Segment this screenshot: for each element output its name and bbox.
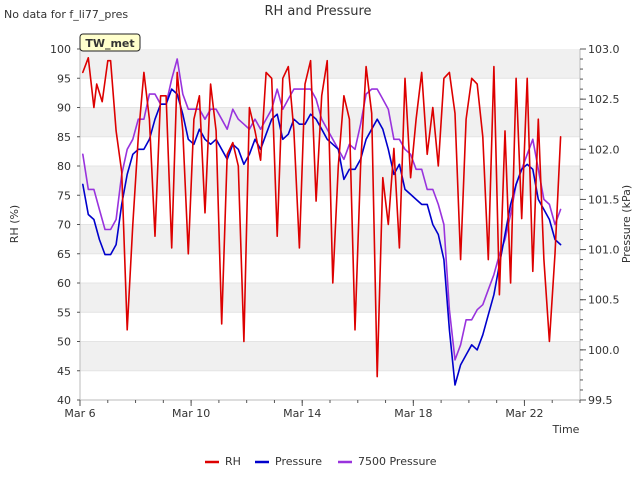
y-right-tick-label: 101.0 bbox=[588, 244, 620, 257]
axes: 40 45 50 55 60 65 70 75 80 85 90 95 100 99.5 100.0 100.… bbox=[50, 43, 620, 420]
y-left-tick-label: 50 bbox=[57, 336, 71, 349]
y-right-tick-label: 101.5 bbox=[588, 193, 620, 206]
grid-band bbox=[80, 224, 580, 254]
legend-label: RH bbox=[225, 455, 241, 468]
legend-item: RH bbox=[205, 455, 241, 468]
site-tag-box bbox=[79, 33, 141, 52]
grid-band bbox=[80, 49, 580, 79]
legend-label: 7500 Pressure bbox=[358, 455, 437, 468]
grid-band bbox=[80, 107, 580, 137]
y-right-tick-label: 100.5 bbox=[588, 294, 620, 307]
grid-band bbox=[80, 283, 580, 313]
y-left-tick-label: 80 bbox=[57, 160, 71, 173]
site-tag-label: TW_met bbox=[85, 37, 134, 50]
y-right-tick-label: 103.0 bbox=[588, 43, 620, 56]
site-tag: TW_met bbox=[79, 33, 141, 52]
y-left-tick-label: 40 bbox=[57, 394, 71, 407]
series-line-rh bbox=[82, 56, 562, 378]
y-left-tick-label: 70 bbox=[57, 219, 71, 232]
legend-item: Pressure bbox=[255, 455, 322, 468]
y-left-tick-label: 75 bbox=[57, 189, 71, 202]
chart-title: RH and Pressure bbox=[264, 4, 371, 19]
y-right-tick-label: 100.0 bbox=[588, 344, 620, 357]
y-left-tick-label: 55 bbox=[57, 306, 71, 319]
y-left-tick-label: 95 bbox=[57, 72, 71, 85]
y-axis-label-left: RH (%) bbox=[8, 205, 21, 243]
legend-item: 7500 Pressure bbox=[338, 455, 437, 468]
y-left-tick-label: 65 bbox=[57, 248, 71, 261]
y-right-tick-label: 102.5 bbox=[588, 93, 620, 106]
y-left-tick-label: 100 bbox=[50, 43, 71, 56]
x-tick-label: Mar 22 bbox=[505, 407, 543, 420]
y-left-tick-label: 60 bbox=[57, 277, 71, 290]
x-tick-label: Mar 14 bbox=[283, 407, 321, 420]
legend-label: Pressure bbox=[275, 455, 322, 468]
y-left-tick-label: 85 bbox=[57, 131, 71, 144]
y-left-tick-label: 90 bbox=[57, 102, 71, 115]
x-tick-label: Mar 6 bbox=[64, 407, 95, 420]
grid-band bbox=[80, 341, 580, 371]
legend: RH Pressure 7500 Pressure bbox=[205, 455, 437, 468]
y-right-tick-label: 102.0 bbox=[588, 143, 620, 156]
x-tick-label: Mar 18 bbox=[394, 407, 432, 420]
series-line-pressure bbox=[82, 88, 562, 386]
status-message: No data for f_li77_pres bbox=[4, 8, 128, 21]
y-axis-label-right: Pressure (kPa) bbox=[620, 185, 633, 263]
series-layer bbox=[82, 56, 562, 386]
y-right-tick-label: 99.5 bbox=[588, 394, 613, 407]
x-tick-label: Mar 10 bbox=[172, 407, 210, 420]
x-axis-label: Time bbox=[552, 423, 580, 436]
y-left-tick-label: 45 bbox=[57, 365, 71, 378]
